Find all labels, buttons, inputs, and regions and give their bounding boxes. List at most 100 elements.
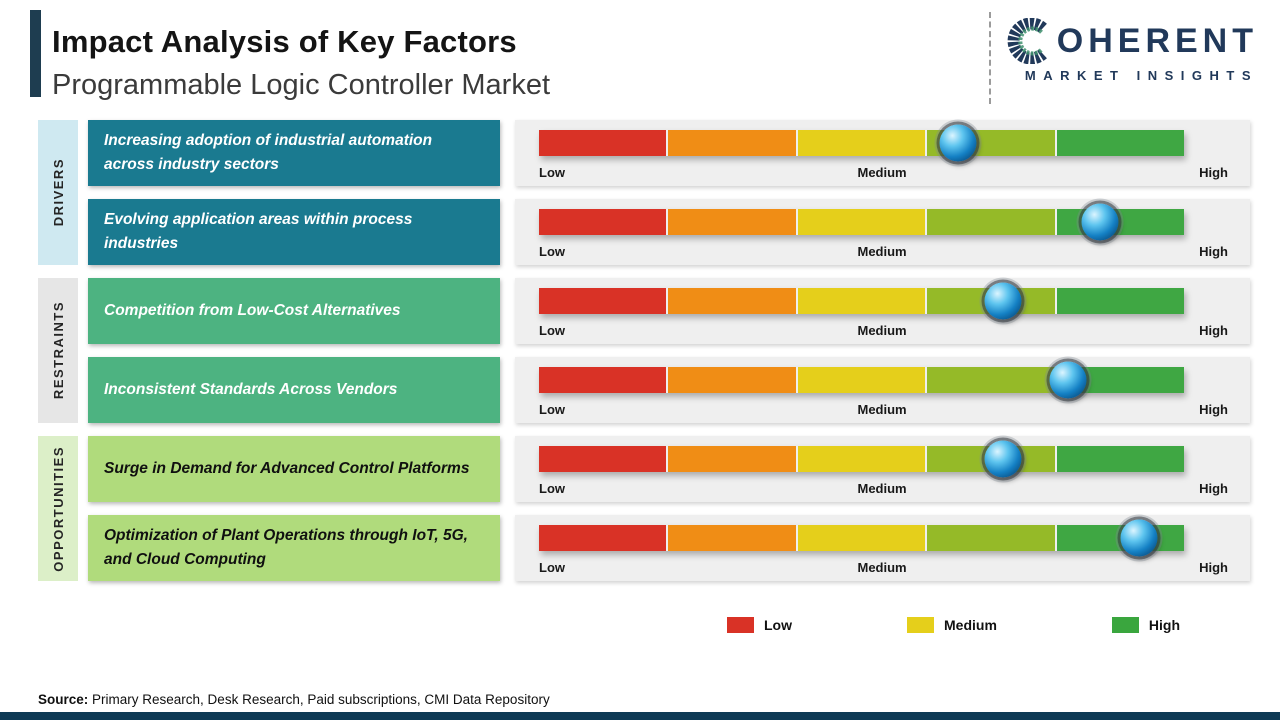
bar-segment bbox=[927, 209, 1055, 235]
bar-segment bbox=[1056, 446, 1185, 472]
scale-label-low: Low bbox=[539, 481, 565, 496]
group-opportunities: OPPORTUNITIES Surge in Demand for Advanc… bbox=[38, 436, 1250, 581]
bar-segment bbox=[1056, 209, 1185, 235]
bar-segment bbox=[539, 130, 667, 156]
scale-label-high: High bbox=[1199, 244, 1228, 259]
scale-labels: Low Medium High bbox=[539, 481, 1228, 496]
bar-segment bbox=[797, 367, 926, 393]
scale-labels: Low Medium High bbox=[539, 165, 1228, 180]
legend-label-low: Low bbox=[764, 617, 792, 633]
impact-marker bbox=[1081, 203, 1119, 241]
bar-segment bbox=[797, 130, 926, 156]
page-subtitle: Programmable Logic Controller Market bbox=[52, 69, 551, 101]
bar-segment bbox=[797, 446, 926, 472]
group-rows: Increasing adoption of industrial automa… bbox=[88, 120, 1250, 265]
group-label-text: DRIVERS bbox=[50, 158, 66, 227]
brand-logo: OHERENT MARKET INSIGHTS bbox=[988, 12, 1258, 104]
group-rows: Surge in Demand for Advanced Control Pla… bbox=[88, 436, 1250, 581]
bar-segment bbox=[668, 288, 796, 314]
legend-item-low: Low bbox=[727, 617, 792, 633]
factor-text: Competition from Low-Cost Alternatives bbox=[104, 301, 401, 319]
bar-segment bbox=[927, 525, 1055, 551]
group-label-restraints: RESTRAINTS bbox=[38, 278, 78, 423]
impact-marker bbox=[1049, 361, 1087, 399]
source-note: Source: Primary Research, Desk Research,… bbox=[38, 692, 550, 707]
impact-track bbox=[539, 440, 1185, 478]
scale-labels: Low Medium High bbox=[539, 402, 1228, 417]
scale-label-high: High bbox=[1199, 323, 1228, 338]
source-text: Primary Research, Desk Research, Paid su… bbox=[92, 692, 550, 707]
impact-matrix: DRIVERS Increasing adoption of industria… bbox=[38, 120, 1250, 581]
impact-marker bbox=[984, 440, 1022, 478]
impact-track bbox=[539, 203, 1185, 241]
factor-text: Evolving application areas within proces… bbox=[104, 210, 413, 252]
group-rows: Competition from Low-Cost Alternatives L… bbox=[88, 278, 1250, 423]
factor-row: Inconsistent Standards Across Vendors Lo… bbox=[88, 357, 1250, 423]
factor-box: Optimization of Plant Operations through… bbox=[88, 515, 500, 581]
factor-text: Increasing adoption of industrial automa… bbox=[104, 131, 433, 173]
legend-swatch-low bbox=[727, 617, 754, 633]
bar-segment bbox=[1056, 288, 1185, 314]
bar-segment bbox=[668, 525, 796, 551]
factor-box: Increasing adoption of industrial automa… bbox=[88, 120, 500, 186]
scale-label-medium: Medium bbox=[857, 323, 907, 338]
impact-panel: Low Medium High bbox=[515, 199, 1250, 265]
impact-marker bbox=[1120, 519, 1158, 557]
group-drivers: DRIVERS Increasing adoption of industria… bbox=[38, 120, 1250, 265]
scale-label-low: Low bbox=[539, 323, 565, 338]
logo-c-mosaic-icon bbox=[1007, 18, 1047, 64]
bar-segment bbox=[539, 209, 667, 235]
factor-box: Competition from Low-Cost Alternatives bbox=[88, 278, 500, 344]
legend-item-medium: Medium bbox=[907, 617, 997, 633]
group-label-opportunities: OPPORTUNITIES bbox=[38, 436, 78, 581]
scale-label-low: Low bbox=[539, 244, 565, 259]
bar-segment bbox=[1056, 130, 1185, 156]
scale-label-high: High bbox=[1199, 165, 1228, 180]
impact-panel: Low Medium High bbox=[515, 515, 1250, 581]
group-label-text: OPPORTUNITIES bbox=[50, 445, 66, 572]
bar-segment bbox=[797, 525, 926, 551]
scale-label-high: High bbox=[1199, 402, 1228, 417]
group-restraints: RESTRAINTS Competition from Low-Cost Alt… bbox=[38, 278, 1250, 423]
scale-label-low: Low bbox=[539, 402, 565, 417]
source-label: Source: bbox=[38, 692, 89, 707]
group-label-text: RESTRAINTS bbox=[50, 301, 66, 400]
factor-row: Increasing adoption of industrial automa… bbox=[88, 120, 1250, 186]
bar-segment bbox=[668, 130, 796, 156]
factor-row: Competition from Low-Cost Alternatives L… bbox=[88, 278, 1250, 344]
factor-row: Surge in Demand for Advanced Control Pla… bbox=[88, 436, 1250, 502]
scale-label-low: Low bbox=[539, 165, 565, 180]
logo-content: OHERENT MARKET INSIGHTS bbox=[1007, 12, 1258, 104]
impact-track bbox=[539, 124, 1185, 162]
header: Impact Analysis of Key Factors Programma… bbox=[0, 0, 1280, 102]
impact-marker bbox=[939, 124, 977, 162]
impact-panel: Low Medium High bbox=[515, 120, 1250, 186]
factor-text: Optimization of Plant Operations through… bbox=[104, 526, 468, 568]
scale-labels: Low Medium High bbox=[539, 244, 1228, 259]
bar-segment bbox=[539, 367, 667, 393]
impact-panel: Low Medium High bbox=[515, 357, 1250, 423]
scale-label-medium: Medium bbox=[857, 402, 907, 417]
factor-row: Evolving application areas within proces… bbox=[88, 199, 1250, 265]
bar-segment bbox=[668, 446, 796, 472]
scale-label-low: Low bbox=[539, 560, 565, 575]
legend-label-medium: Medium bbox=[944, 617, 997, 633]
scale-label-high: High bbox=[1199, 481, 1228, 496]
legend-swatch-high bbox=[1111, 617, 1139, 633]
logo-wordmark-row: OHERENT bbox=[1007, 18, 1258, 64]
impact-marker bbox=[984, 282, 1022, 320]
logo-wordmark: OHERENT bbox=[1056, 21, 1258, 60]
scale-label-medium: Medium bbox=[857, 244, 907, 259]
impact-track bbox=[539, 361, 1185, 399]
impact-panel: Low Medium High bbox=[515, 278, 1250, 344]
footer-accent-bar bbox=[0, 712, 1280, 720]
scale-labels: Low Medium High bbox=[539, 560, 1228, 575]
bar-segment bbox=[797, 209, 926, 235]
bar-segment bbox=[927, 367, 1055, 393]
scale-label-medium: Medium bbox=[857, 481, 907, 496]
bar-segment bbox=[797, 288, 926, 314]
legend: Low Medium High bbox=[0, 617, 1280, 633]
page-title: Impact Analysis of Key Factors bbox=[52, 24, 517, 59]
legend-label-high: High bbox=[1148, 617, 1180, 633]
